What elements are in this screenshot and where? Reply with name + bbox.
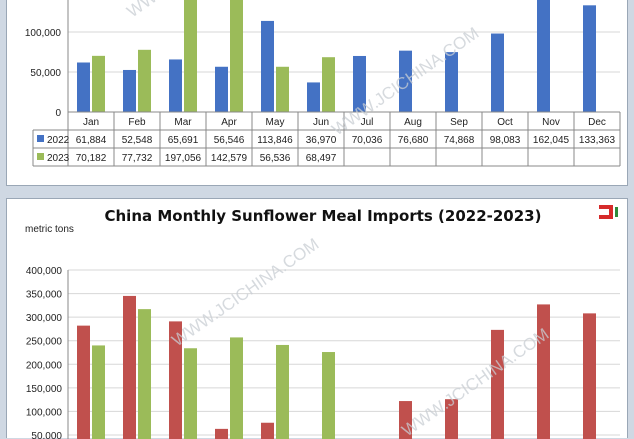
bar-2022: [583, 5, 596, 112]
y-tick-label: 150,000: [26, 384, 63, 395]
x-category-label: Aug: [404, 117, 422, 128]
x-category-label: Nov: [542, 117, 560, 128]
legend-swatch-2022: [37, 135, 44, 142]
chart-title: China Monthly Sunflower Meal Imports (20…: [105, 207, 542, 225]
bar-series-red: [491, 329, 504, 439]
bar-2022: [537, 0, 550, 112]
x-category-label: Feb: [128, 117, 146, 128]
table-cell-2022: 56,546: [214, 135, 245, 146]
bar-2022: [123, 69, 136, 112]
brand-logo-icon: [599, 205, 618, 219]
x-category-label: May: [266, 117, 285, 128]
bar-series-red: [77, 325, 90, 439]
bar-series-green: [184, 348, 197, 439]
bar-2023: [184, 0, 197, 112]
table-cell-2022: 65,691: [168, 135, 199, 146]
bar-series-green: [322, 352, 335, 439]
bar-2023: [230, 0, 243, 112]
sunflower-meal-imports-chart: China Monthly Sunflower Meal Imports (20…: [6, 198, 628, 439]
table-cell-2022: 162,045: [533, 135, 570, 146]
table-cell-2022: 113,846: [257, 135, 293, 146]
bar-2022: [215, 66, 228, 112]
bar-2022: [353, 55, 366, 112]
bar-series-red: [445, 399, 458, 439]
bar-series-green: [230, 337, 243, 439]
table-cell-2022: 70,036: [352, 135, 383, 146]
y-tick-label: 0: [55, 108, 61, 119]
table-cell-2023: 142,579: [211, 153, 248, 164]
monthly-imports-chart-with-table: 0 50,000 100,000 Jan 61,884 70,182 Feb 52,548 77…: [6, 0, 628, 186]
y-axis-label: metric tons: [25, 224, 74, 235]
table-cell-2023: 70,182: [76, 153, 107, 164]
x-category-label: Oct: [497, 117, 513, 128]
table-cell-2022: 61,884: [76, 135, 107, 146]
watermark: WWW.JCICHINA.COM: [168, 235, 322, 351]
table-cell-2022: 74,868: [444, 135, 475, 146]
table-cell-2023: 197,056: [165, 153, 202, 164]
table-cell-2022: 36,970: [306, 135, 337, 146]
bar-2023: [92, 55, 105, 112]
y-tick-label: 50,000: [30, 68, 61, 79]
bar-2023: [276, 66, 289, 112]
x-category-label: Dec: [588, 117, 606, 128]
bar-series-red: [537, 304, 550, 439]
top-chart-svg: 0 50,000 100,000 Jan 61,884 70,182 Feb 52,548 77…: [25, 0, 621, 167]
watermark: WWW.JCICHINA.COM: [123, 0, 277, 21]
y-tick-label: 400,000: [26, 266, 63, 277]
bottom-chart-svg: China Monthly Sunflower Meal Imports (20…: [25, 205, 620, 439]
bar-series-red: [399, 401, 412, 439]
y-tick-label: 100,000: [25, 28, 62, 39]
bar-2022: [261, 20, 274, 112]
legend-swatch-2023: [37, 153, 44, 160]
watermark: WWW.JCICHINA.COM: [398, 325, 552, 439]
x-category-label: Apr: [221, 117, 237, 128]
y-tick-label: 200,000: [26, 360, 63, 371]
bar-2022: [399, 50, 412, 112]
bar-2023: [322, 57, 335, 112]
legend-label-2022: 2022: [47, 135, 70, 146]
x-category-label: Sep: [450, 117, 468, 128]
table-cell-2022: 52,548: [122, 135, 153, 146]
bar-series-red: [215, 428, 228, 439]
bar-series-green: [138, 309, 151, 439]
y-tick-label: 300,000: [26, 313, 63, 324]
table-cell-2023: 68,497: [306, 153, 337, 164]
bar-series-red: [169, 321, 182, 439]
bar-series-green: [276, 344, 289, 439]
x-category-label: Jun: [313, 117, 329, 128]
table-cell-2023: 56,536: [260, 153, 291, 164]
bar-series-red: [123, 295, 136, 439]
x-category-label: Jul: [361, 117, 374, 128]
y-tick-label: 350,000: [26, 290, 63, 301]
bar-series-red: [261, 422, 274, 439]
bar-2022: [445, 52, 458, 112]
table-cell-2022: 98,083: [490, 135, 521, 146]
table-cell-2022: 133,363: [579, 135, 616, 146]
y-tick-label: 100,000: [26, 407, 63, 418]
bar-2022: [491, 33, 504, 112]
y-tick-label: 250,000: [26, 337, 63, 348]
x-category-label: Jan: [83, 117, 99, 128]
table-cell-2023: 77,732: [122, 153, 153, 164]
table-cell-2022: 76,680: [398, 135, 429, 146]
bar-series-red: [583, 313, 596, 439]
y-tick-label: 50,000: [31, 431, 62, 439]
x-category-label: Mar: [174, 117, 192, 128]
bar-2022: [307, 82, 320, 112]
bar-2022: [77, 62, 90, 112]
bar-series-green: [92, 345, 105, 439]
bar-2022: [169, 59, 182, 112]
legend-label-2023: 2023: [47, 153, 70, 164]
bar-2023: [138, 49, 151, 112]
